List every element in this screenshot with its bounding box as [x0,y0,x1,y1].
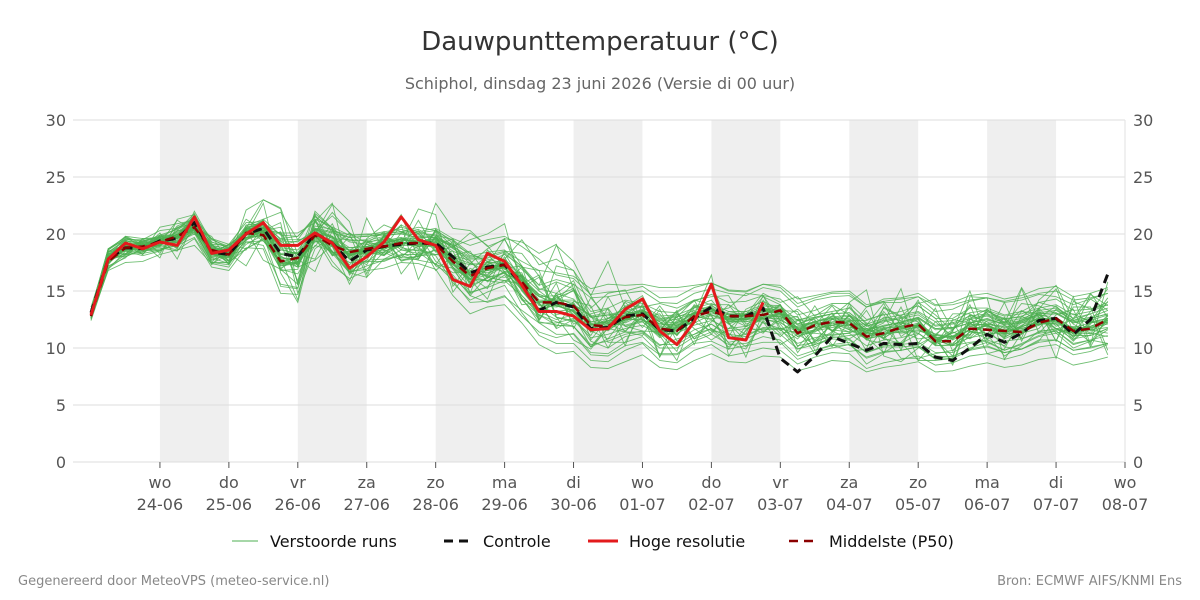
ensemble-run-43 [90,225,1108,334]
chart-subtitle: Schiphol, dinsdag 23 juni 2026 (Versie d… [405,74,795,93]
x-tick-day-7: wo [631,473,654,492]
chart-title: Dauwpunttemperatuur (°C) [421,27,779,57]
ensemble-run-46 [90,218,1108,347]
x-tick-date-2: 26-06 [275,495,322,514]
legend-item-control: Controle [444,532,551,551]
x-tick-day-9: vr [772,473,788,492]
y-axis-left: 0 5 10 15 20 25 30 [46,111,66,472]
y-tick-right-15: 15 [1133,282,1153,301]
ensemble-run-40 [90,216,1108,310]
y-tick-left-0: 0 [56,453,66,472]
x-tick-date-9: 03-07 [757,495,804,514]
ensemble-run-16 [90,201,1109,351]
high-resolution-line [89,215,765,347]
y-tick-left-30: 30 [46,111,66,130]
legend: Verstoorde runs Controle Hoge resolutie … [232,532,954,551]
legend-item-perturbed: Verstoorde runs [232,532,397,551]
legend-label-high-resolution: Hoge resolutie [629,532,745,551]
x-tick-day-12: ma [974,473,999,492]
y-tick-left-5: 5 [56,396,66,415]
x-tick-day-13: di [1049,473,1064,492]
x-tick-date-11: 05-07 [895,495,942,514]
legend-label-control: Controle [483,532,551,551]
ensemble-run-41 [90,236,1108,373]
gridlines [73,119,1126,463]
y-tick-right-25: 25 [1133,168,1153,187]
x-tick-day-8: do [701,473,721,492]
x-axis: wo 24-06 do 25-06 vr 26-06 za 27-06 zo 28-06 ma 29-… [137,462,1149,514]
x-tick-date-3: 27-06 [343,495,390,514]
y-axis-right: 0 5 10 15 20 25 30 [1133,111,1153,472]
x-tick-date-10: 04-07 [826,495,873,514]
x-tick-date-1: 25-06 [206,495,253,514]
x-tick-date-6: 30-06 [550,495,597,514]
legend-item-high-resolution: Hoge resolutie [588,532,745,551]
y-tick-left-20: 20 [46,225,66,244]
y-tick-right-10: 10 [1133,339,1153,358]
y-tick-left-15: 15 [46,282,66,301]
y-tick-left-10: 10 [46,339,66,358]
footer-generated-by: Gegenereerd door MeteoVPS (meteo-service… [18,574,329,589]
legend-item-median: Middelste (P50) [789,532,954,551]
x-tick-date-5: 29-06 [481,495,528,514]
ensemble-run-9 [90,210,1109,357]
x-tick-day-1: do [219,473,239,492]
x-tick-date-12: 06-07 [964,495,1011,514]
x-tick-day-3: za [358,473,376,492]
x-tick-day-6: di [566,473,581,492]
main-series [89,215,1110,374]
y-tick-right-20: 20 [1133,225,1153,244]
y-tick-right-30: 30 [1133,111,1153,130]
control-line [89,221,1110,374]
x-tick-day-11: zo [909,473,927,492]
y-tick-right-5: 5 [1133,396,1143,415]
x-tick-day-14: wo [1114,473,1137,492]
legend-label-perturbed: Verstoorde runs [270,532,397,551]
x-tick-day-2: vr [290,473,306,492]
x-tick-date-4: 28-06 [412,495,459,514]
x-tick-date-0: 24-06 [137,495,184,514]
x-tick-day-10: za [840,473,858,492]
legend-label-median: Middelste (P50) [829,532,954,551]
ensemble-run-44 [90,223,1108,340]
ensemble-run-31 [90,215,1108,320]
ensemble-run-39 [90,228,1108,360]
x-tick-date-13: 07-07 [1033,495,1080,514]
footer-source: Bron: ECMWF AIFS/KNMI Ens [997,574,1182,589]
x-tick-day-0: wo [148,473,171,492]
x-tick-day-4: zo [427,473,445,492]
ensemble-run-18 [90,215,1109,347]
ensemble-run-47 [90,224,1108,327]
x-tick-date-7: 01-07 [619,495,666,514]
ensemble-run-34 [90,235,1108,370]
y-tick-right-0: 0 [1133,453,1143,472]
y-tick-left-25: 25 [46,168,66,187]
x-tick-date-14: 08-07 [1102,495,1149,514]
x-tick-day-5: ma [492,473,517,492]
ensemble-runs [90,199,1109,373]
x-tick-date-8: 02-07 [688,495,735,514]
median-line [89,225,1109,343]
